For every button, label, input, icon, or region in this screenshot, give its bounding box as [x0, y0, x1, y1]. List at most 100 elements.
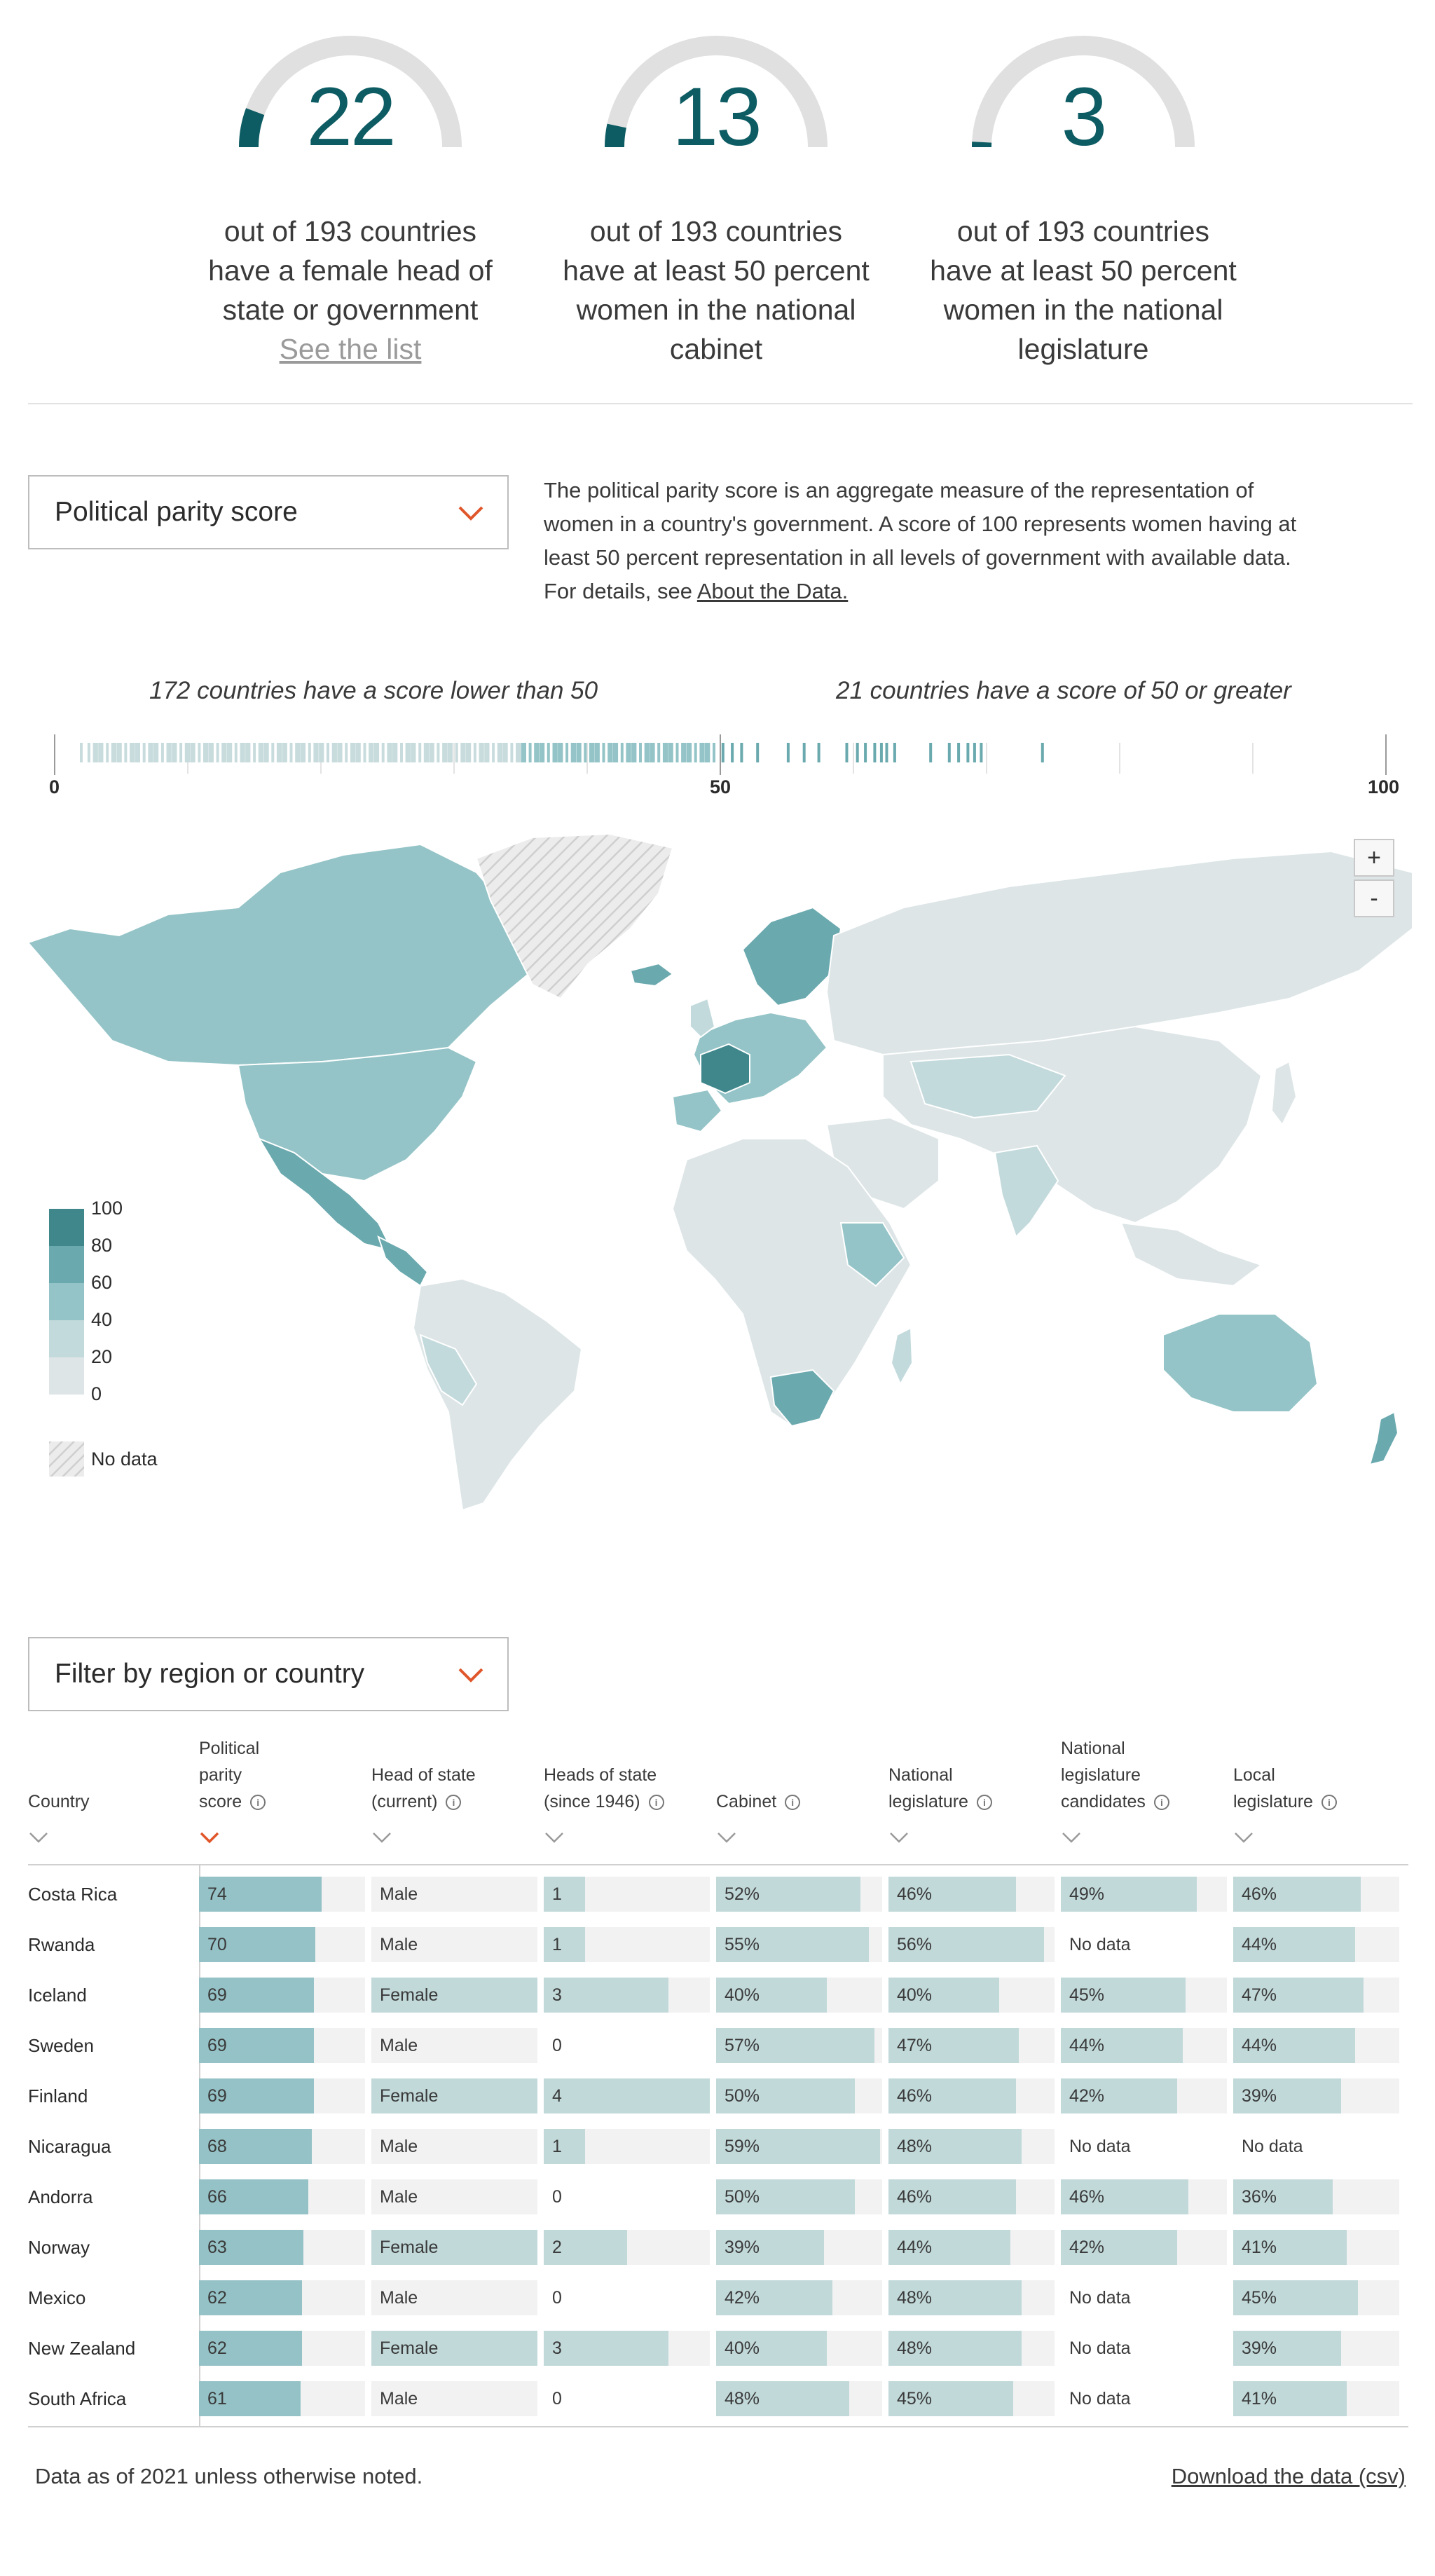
- table-cell-head: Male: [371, 1927, 537, 1962]
- region-india[interactable]: [994, 1144, 1059, 1238]
- cell-value: 1: [552, 1935, 562, 1954]
- sort-chevron-icon[interactable]: [28, 1830, 49, 1844]
- info-icon[interactable]: i: [250, 1795, 266, 1811]
- sort-chevron-icon[interactable]: [716, 1830, 737, 1844]
- region-central-asia[interactable]: [909, 1053, 1066, 1119]
- country-name[interactable]: Norway: [28, 2237, 90, 2258]
- country-name[interactable]: Sweden: [28, 2035, 94, 2056]
- country-name[interactable]: New Zealand: [28, 2338, 136, 2359]
- info-icon[interactable]: i: [648, 1795, 664, 1811]
- table-cell-natleg: 48%: [888, 2280, 1055, 2315]
- table-cell-heads: 4: [544, 2078, 710, 2113]
- region-scandinavia[interactable]: [741, 906, 842, 1007]
- sort-chevron-icon[interactable]: [544, 1830, 565, 1844]
- cell-value: No data: [1069, 2338, 1131, 2358]
- region-south-africa[interactable]: [769, 1369, 835, 1427]
- about-the-data-link[interactable]: About the Data.: [696, 579, 849, 603]
- value-bar: [199, 2280, 302, 2315]
- cell-value: 40%: [725, 2338, 760, 2358]
- region-madagascar[interactable]: [890, 1327, 914, 1386]
- cell-value: No data: [1069, 2288, 1131, 2308]
- info-icon[interactable]: i: [446, 1795, 462, 1811]
- column-header-heads-of-state-since-1946[interactable]: Heads of state (since 1946) i: [544, 1762, 664, 1815]
- gauge-arc: [972, 36, 1195, 148]
- country-name[interactable]: Costa Rica: [28, 1884, 118, 1905]
- sort-chevron-icon[interactable]: [199, 1830, 220, 1844]
- country-name[interactable]: Mexico: [28, 2287, 86, 2308]
- cell-value: Male: [380, 2187, 418, 2207]
- column-header-country[interactable]: Country: [28, 1788, 90, 1815]
- region-south-america[interactable]: [412, 1277, 583, 1512]
- country-name[interactable]: Nicaragua: [28, 2136, 111, 2157]
- table-cell-head: Female: [371, 2078, 537, 2113]
- cell-value: No data: [1069, 2137, 1131, 2156]
- zoom-in-button[interactable]: +: [1354, 839, 1394, 877]
- legend-swatch: [49, 1357, 84, 1395]
- column-header-national-legislature[interactable]: National legislature i: [888, 1762, 992, 1815]
- info-icon[interactable]: i: [1153, 1795, 1169, 1811]
- country-name[interactable]: Rwanda: [28, 1934, 95, 1955]
- gauge-legislature: 3: [968, 28, 1199, 158]
- column-header-cabinet[interactable]: Cabinet i: [716, 1788, 801, 1815]
- cell-value: 44%: [1242, 1935, 1277, 1954]
- column-header-political-parity-score[interactable]: Political parity score i: [199, 1735, 266, 1815]
- region-uk[interactable]: [689, 997, 716, 1039]
- country-name[interactable]: Iceland: [28, 1985, 87, 2006]
- sort-chevron-icon[interactable]: [1061, 1830, 1082, 1844]
- sort-chevron-icon[interactable]: [888, 1830, 909, 1844]
- info-icon[interactable]: i: [976, 1795, 992, 1811]
- region-canada[interactable]: [28, 843, 534, 1067]
- legend-label: 100: [91, 1198, 123, 1219]
- cell-value: 0: [552, 2036, 562, 2055]
- cell-value: 48%: [897, 2288, 933, 2308]
- region-filter-select[interactable]: Filter by region or country: [28, 1637, 509, 1711]
- download-csv-link[interactable]: Download the data (csv): [1171, 2464, 1406, 2488]
- cell-value: Female: [380, 2238, 439, 2257]
- region-japan[interactable]: [1270, 1060, 1298, 1126]
- value-bar: [199, 1877, 322, 1912]
- cell-value: 39%: [1242, 2338, 1277, 2358]
- info-icon[interactable]: i: [785, 1795, 801, 1811]
- sort-chevron-icon[interactable]: [371, 1830, 392, 1844]
- region-asia[interactable]: [882, 1025, 1263, 1224]
- table-cell-score: 61: [199, 2381, 365, 2416]
- region-central-america[interactable]: [377, 1235, 429, 1287]
- zoom-out-button[interactable]: -: [1354, 879, 1394, 917]
- value-bar: [888, 2129, 1022, 2164]
- country-name[interactable]: Andorra: [28, 2186, 93, 2207]
- region-peru-bolivia[interactable]: [419, 1334, 478, 1406]
- table-cell-heads: 0: [544, 2280, 710, 2315]
- column-header-national-legislature-candidates[interactable]: National legislature candidates i: [1061, 1735, 1169, 1815]
- column-header-text: parity: [199, 1765, 242, 1785]
- table-cell-heads: 0: [544, 2381, 710, 2416]
- value-bar: [1233, 1877, 1361, 1912]
- cell-value: 74: [207, 1884, 227, 1904]
- region-iberia[interactable]: [671, 1088, 723, 1133]
- see-the-list-link[interactable]: See the list: [279, 333, 422, 365]
- region-greenland[interactable]: [475, 833, 674, 1000]
- measure-select[interactable]: Political parity score: [28, 475, 509, 549]
- column-header-text: Political: [199, 1739, 260, 1758]
- cell-value: 52%: [725, 1884, 760, 1904]
- sort-chevron-icon[interactable]: [1233, 1830, 1254, 1844]
- region-east-africa[interactable]: [839, 1222, 905, 1287]
- region-southeast-asia[interactable]: [1120, 1221, 1263, 1287]
- column-header-text: Country: [28, 1792, 90, 1811]
- stat-number: 13: [672, 71, 762, 163]
- region-new-zealand[interactable]: [1368, 1411, 1399, 1466]
- column-header-local-legislature[interactable]: Local legislature i: [1233, 1762, 1337, 1815]
- cell-value: 47%: [1242, 1985, 1277, 2005]
- country-name[interactable]: Finland: [28, 2085, 88, 2106]
- country-name[interactable]: South Africa: [28, 2388, 127, 2409]
- column-header-head-of-state-current[interactable]: Head of state (current) i: [371, 1762, 476, 1815]
- region-russia[interactable]: [825, 850, 1413, 1056]
- cell-value: 42%: [1069, 2238, 1105, 2257]
- region-france[interactable]: [700, 1043, 750, 1095]
- region-australia[interactable]: [1162, 1313, 1319, 1413]
- stat-description: out of 193 countries have at least 50 pe…: [563, 215, 870, 365]
- region-iceland[interactable]: [629, 962, 674, 987]
- column-header-text: candidates i: [1061, 1788, 1169, 1815]
- info-icon[interactable]: i: [1321, 1795, 1337, 1811]
- world-choropleth-map[interactable]: [28, 830, 1413, 1517]
- legend-swatch: [49, 1283, 84, 1320]
